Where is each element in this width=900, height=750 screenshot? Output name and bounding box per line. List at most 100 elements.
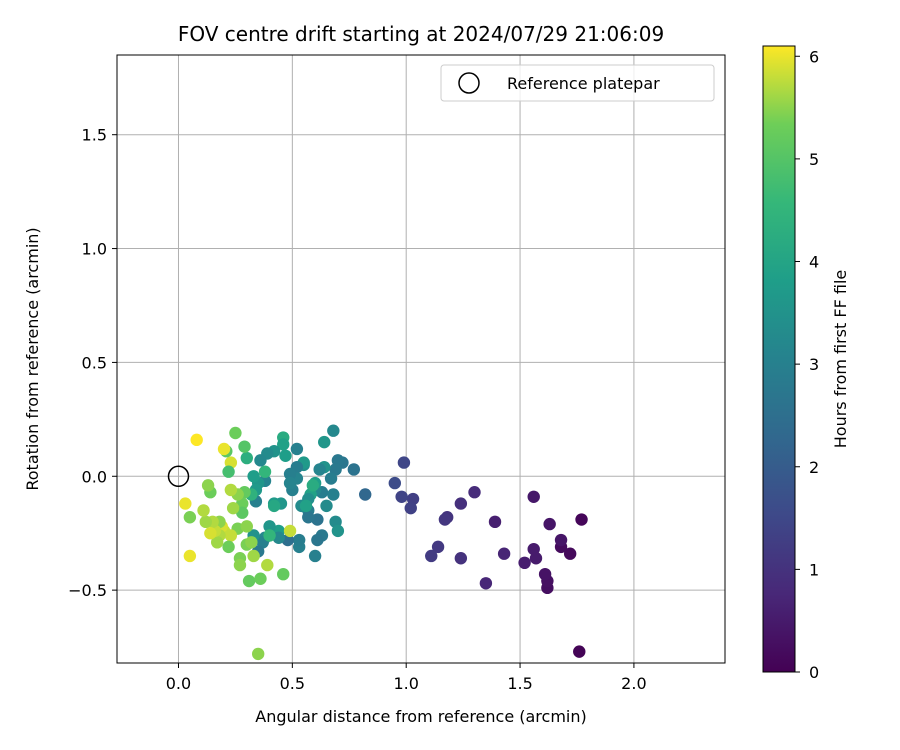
- data-point: [254, 572, 267, 585]
- x-tick-label: 1.5: [507, 674, 532, 693]
- data-point: [240, 520, 253, 533]
- x-axis-ticks: 0.0 0.5 1.0 1.5 2.0: [166, 663, 647, 693]
- data-point: [318, 435, 331, 449]
- data-point: [313, 463, 326, 476]
- y-tick-label: 0.0: [82, 467, 107, 486]
- legend-label: Reference platepar: [507, 74, 660, 93]
- data-point: [263, 520, 276, 533]
- data-point: [277, 567, 290, 581]
- data-point: [308, 549, 322, 563]
- data-point: [527, 490, 540, 503]
- colorbar-tick-label: 4: [809, 253, 819, 272]
- legend-marker-icon: [458, 72, 480, 94]
- data-point: [479, 577, 493, 590]
- data-point: [283, 476, 297, 490]
- legend-box: [440, 64, 715, 102]
- data-point: [197, 504, 210, 517]
- data-point: [258, 465, 272, 478]
- data-point: [299, 499, 313, 513]
- data-point: [283, 524, 297, 538]
- y-tick-label: 1.0: [82, 240, 107, 259]
- data-point: [454, 552, 468, 565]
- plot-area: [116, 54, 726, 664]
- colorbar-tick-label: 2: [809, 458, 819, 477]
- data-point: [179, 497, 192, 510]
- data-point: [359, 488, 372, 501]
- data-point: [183, 549, 197, 563]
- data-point: [242, 574, 256, 588]
- data-point: [573, 645, 586, 658]
- data-point: [290, 442, 304, 456]
- data-point: [229, 426, 242, 440]
- data-point: [518, 556, 531, 570]
- data-point: [320, 499, 333, 513]
- data-point: [554, 533, 568, 547]
- data-point: [267, 499, 281, 513]
- data-point: [404, 501, 417, 515]
- legend: Reference platepar: [440, 64, 715, 102]
- data-point: [538, 567, 552, 581]
- colorbar-ticks: 0 1 2 3 4 5 6: [795, 47, 819, 682]
- data-point: [277, 438, 290, 451]
- grid-lines: [117, 55, 725, 663]
- data-point: [190, 433, 203, 447]
- x-axis-label: Angular distance from reference (arcmin): [255, 707, 586, 726]
- data-point: [233, 558, 247, 572]
- plot-frame: [116, 54, 726, 664]
- data-point: [438, 513, 452, 526]
- data-point: [347, 463, 361, 476]
- data-point: [311, 533, 324, 547]
- data-point: [251, 647, 265, 661]
- data-point: [247, 549, 260, 563]
- y-tick-label: 0.5: [82, 353, 107, 372]
- data-point: [575, 513, 588, 526]
- data-point: [217, 442, 231, 456]
- data-point: [283, 467, 297, 481]
- data-point: [292, 533, 306, 547]
- data-point: [210, 536, 224, 549]
- data-points: [179, 424, 588, 661]
- colorbar-label: Hours from first FF file: [831, 270, 850, 449]
- data-point: [222, 465, 235, 478]
- data-point: [327, 424, 340, 437]
- data-point: [431, 540, 445, 554]
- colorbar-tick-label: 1: [809, 560, 819, 579]
- colorbar: 0 1 2 3 4 5 6 Hours from first FF file: [762, 45, 850, 682]
- data-point: [204, 527, 217, 540]
- colorbar-tick-label: 0: [809, 663, 819, 682]
- data-point: [497, 547, 511, 560]
- data-point: [397, 456, 411, 469]
- data-point: [302, 511, 315, 524]
- data-point: [226, 501, 240, 515]
- data-point: [238, 440, 251, 453]
- data-point: [254, 454, 267, 467]
- data-point: [261, 558, 274, 572]
- data-point: [247, 470, 260, 483]
- data-point: [563, 547, 577, 560]
- data-point: [468, 486, 481, 499]
- data-point: [543, 517, 556, 531]
- data-point: [395, 490, 408, 503]
- y-axis-label: Rotation from reference (arcmin): [23, 227, 42, 490]
- x-tick-label: 2.0: [621, 674, 646, 693]
- colorbar-gradient: [762, 45, 796, 673]
- colorbar-tick-label: 5: [809, 150, 819, 169]
- data-point: [454, 497, 468, 510]
- x-tick-label: 0.0: [166, 674, 191, 693]
- x-tick-label: 0.5: [280, 674, 305, 693]
- data-point: [324, 472, 338, 485]
- colorbar-tick-label: 6: [809, 47, 819, 66]
- data-point: [240, 451, 253, 465]
- data-point: [263, 529, 276, 542]
- data-point: [199, 515, 213, 529]
- y-tick-label: −0.5: [68, 581, 107, 600]
- data-point: [388, 476, 402, 490]
- data-point: [245, 536, 258, 549]
- data-point: [224, 483, 238, 497]
- data-point: [488, 515, 502, 529]
- chart-title: FOV centre drift starting at 2024/07/29 …: [178, 22, 664, 46]
- data-point: [527, 542, 540, 556]
- data-point: [331, 524, 345, 538]
- colorbar-tick-label: 3: [809, 355, 819, 374]
